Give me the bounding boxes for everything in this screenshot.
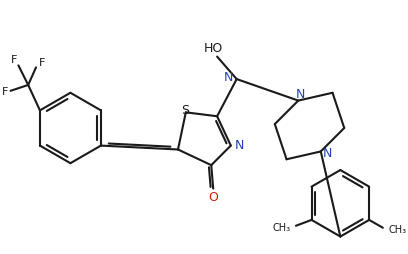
Text: F: F xyxy=(2,87,8,97)
Text: CH₃: CH₃ xyxy=(389,225,407,235)
Text: S: S xyxy=(181,104,189,117)
Text: N: N xyxy=(224,71,233,84)
Text: F: F xyxy=(39,58,45,68)
Text: CH₃: CH₃ xyxy=(273,223,291,233)
Text: O: O xyxy=(208,191,218,204)
Text: N: N xyxy=(235,139,244,152)
Text: HO: HO xyxy=(204,42,223,55)
Text: N: N xyxy=(295,88,305,101)
Text: N: N xyxy=(323,147,333,160)
Text: F: F xyxy=(11,55,18,65)
